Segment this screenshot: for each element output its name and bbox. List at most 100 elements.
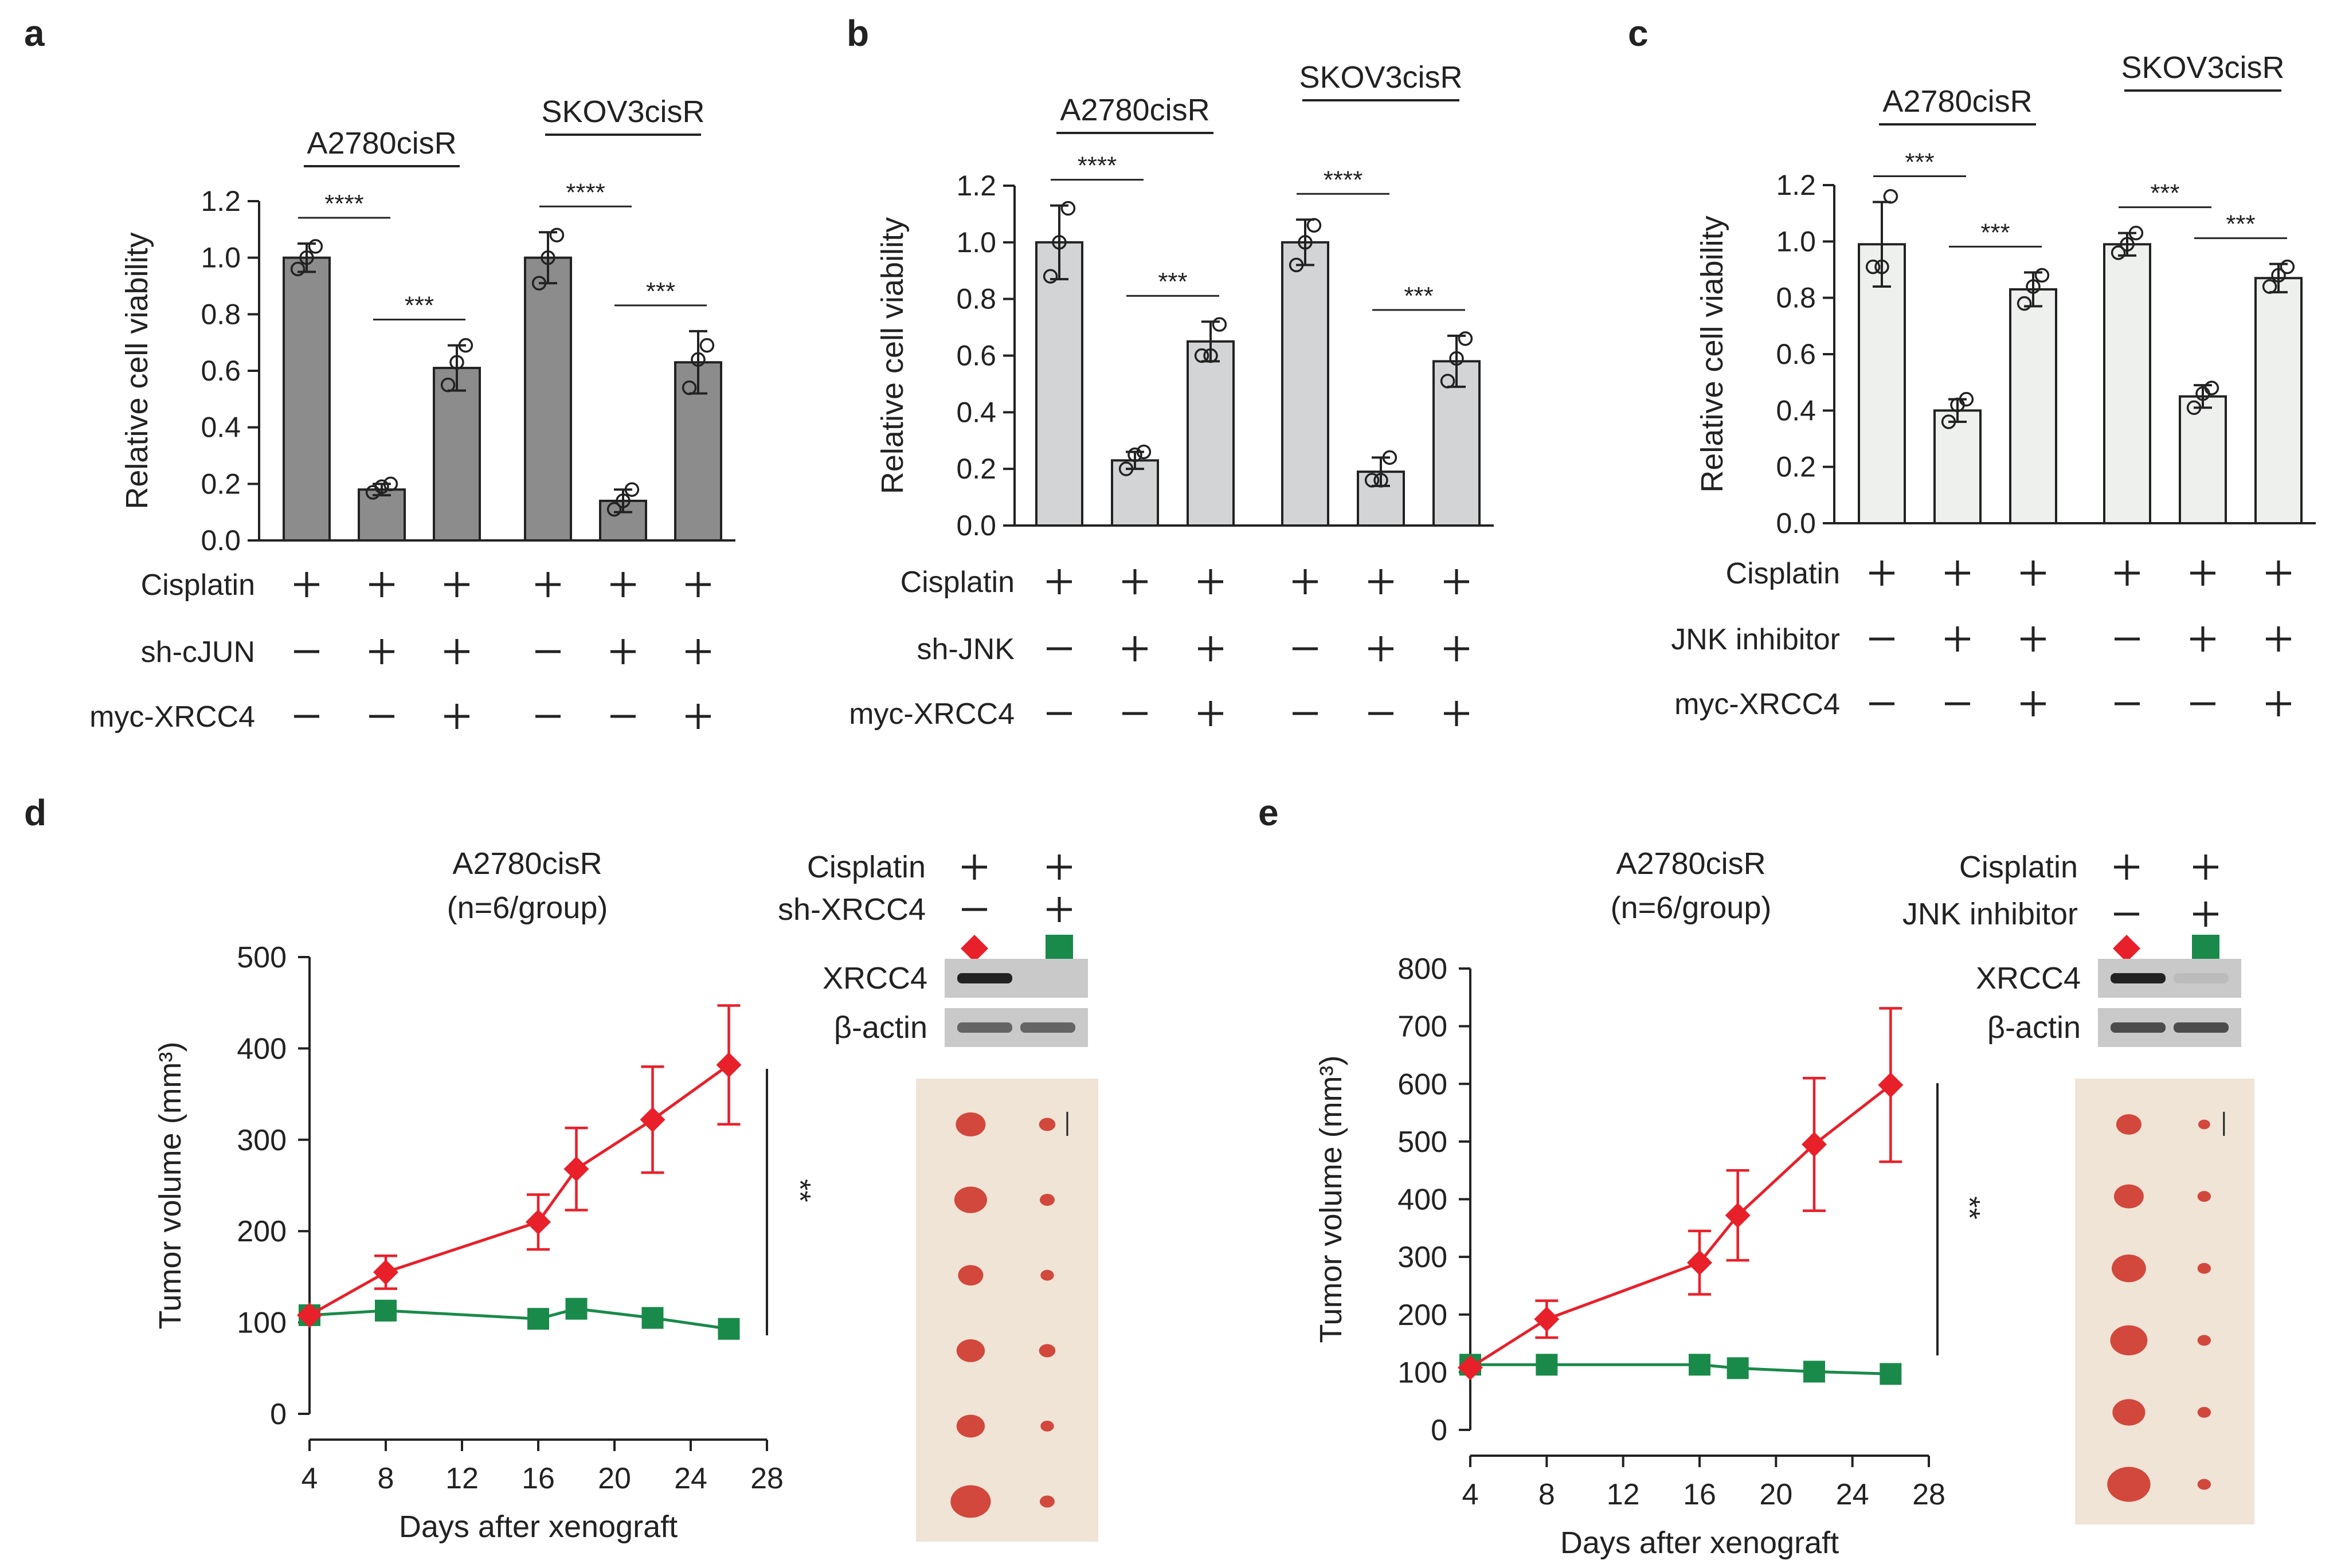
chart-subtitle: (n=6/group) (447, 891, 608, 925)
y-tick-label: 0.2 (956, 453, 996, 485)
data-point (699, 338, 715, 353)
blot-band (1020, 1022, 1075, 1033)
data-point (718, 1318, 740, 1340)
data-point (616, 493, 631, 508)
data-point (1536, 1354, 1558, 1376)
data-point (565, 1297, 588, 1320)
tumor (2110, 1325, 2148, 1356)
data-point (1373, 473, 1388, 488)
tumor (950, 1485, 991, 1518)
blot-band (957, 1022, 1012, 1033)
blot-band (2174, 1022, 2229, 1033)
y-tick-label: 700 (1397, 1010, 1447, 1044)
data-point (2186, 400, 2202, 415)
data-point (1060, 201, 1076, 216)
data-point (1865, 259, 1881, 275)
tumor (954, 1186, 987, 1213)
data-point (440, 377, 456, 393)
legend-label: sh-XRCC4 (778, 892, 926, 927)
data-point (2026, 279, 2041, 294)
data-point (624, 482, 640, 497)
tumor (2197, 1191, 2211, 1202)
tumor-photo (2075, 1079, 2254, 1524)
y-tick-label: 1.0 (1776, 225, 1816, 257)
tumor (2197, 1406, 2211, 1418)
chart-subtitle: (n=6/group) (1611, 891, 1772, 925)
data-point (1289, 257, 1304, 273)
data-point (1802, 1131, 1827, 1157)
tumor (2113, 1184, 2144, 1209)
y-tick-label: 600 (1397, 1068, 1447, 1101)
y-tick-label: 0.8 (1776, 282, 1816, 314)
data-point (1440, 374, 1455, 389)
data-point (373, 1259, 398, 1285)
y-tick-label: 0.6 (956, 340, 996, 372)
data-point (2120, 237, 2135, 252)
significance-label: **** (1078, 152, 1117, 180)
legend-marker-diamond (2113, 935, 2140, 962)
chart-title: A2780cisR (1616, 846, 1765, 881)
bar (2103, 243, 2151, 524)
data-point (2271, 268, 2286, 283)
y-tick-label: 300 (1397, 1241, 1447, 1274)
x-tick-label: 20 (1759, 1478, 1792, 1511)
bar (1933, 409, 1982, 524)
data-point (549, 228, 565, 242)
data-point (641, 1307, 664, 1329)
x-tick-label: 16 (1683, 1478, 1716, 1511)
data-point (1052, 235, 1067, 250)
significance-label: *** (646, 277, 675, 305)
y-axis-label: Tumor volume (mm³) (1314, 1055, 1348, 1343)
data-point (1534, 1306, 1560, 1332)
y-tick-label: 0.6 (1776, 338, 1816, 370)
series-line (1469, 1084, 1892, 1369)
tumor (2112, 1255, 2146, 1283)
x-tick-label: 12 (445, 1462, 479, 1495)
group-label: SKOV3cisR (1299, 60, 1462, 95)
condition-label: myc-XRCC4 (849, 697, 1015, 731)
significance-label: ** (783, 1179, 816, 1202)
x-tick-label: 20 (598, 1462, 631, 1495)
bar (1111, 459, 1159, 527)
x-tick-label: 8 (378, 1462, 394, 1495)
data-point (1726, 1357, 1749, 1379)
data-point (2262, 279, 2277, 294)
significance-label: *** (1905, 148, 1934, 177)
y-tick-label: 500 (1397, 1126, 1447, 1159)
bar (2254, 277, 2303, 524)
y-axis-label: Tumor volume (mm³) (153, 1041, 187, 1329)
bar (1035, 241, 1083, 527)
data-point (2111, 245, 2126, 260)
data-point (1194, 348, 1209, 363)
series-line (1470, 1363, 1891, 1375)
chart-a: 0.0 0.2 0.4 0.6 0.8 1.0 1.2 Relative cell viabi… (89, 95, 735, 734)
y-tick-label: 1.0 (201, 242, 241, 274)
condition-label: JNK inhibitor (1671, 623, 1840, 656)
legend-marker-square (2192, 935, 2219, 962)
data-point (1878, 1072, 1904, 1098)
panel-label-d: d (24, 792, 46, 833)
chart-b: 0.0 0.2 0.4 0.6 0.8 1.0 1.2 Relative cell viabi… (849, 60, 1494, 731)
legend-marker-square (1046, 935, 1073, 962)
y-tick-label: 100 (1397, 1356, 1447, 1389)
data-point (1043, 269, 1058, 284)
significance-label: *** (1404, 282, 1433, 310)
y-tick-label: 0.0 (201, 524, 241, 556)
y-tick-label: 0.0 (1776, 507, 1816, 539)
significance-label: *** (2150, 179, 2179, 207)
group-label: SKOV3cisR (541, 95, 704, 129)
data-point (691, 352, 706, 367)
tumor (1040, 1269, 1054, 1281)
bar (1281, 241, 1329, 527)
legend-label: JNK inhibitor (1902, 897, 2078, 931)
significance-label: *** (1980, 218, 2010, 246)
tumor (956, 1414, 985, 1438)
data-point (682, 380, 697, 395)
panel-label-e: e (1258, 792, 1279, 833)
data-point (1874, 259, 1889, 275)
x-tick-label: 28 (1912, 1478, 1945, 1511)
tumor (2197, 1263, 2211, 1274)
panel-label-a: a (24, 13, 45, 54)
data-point (2280, 259, 2295, 275)
chart-d: A2780cisR (n=6/group) 0 100 200 300 400 500 4 8 12… (153, 846, 1098, 1544)
